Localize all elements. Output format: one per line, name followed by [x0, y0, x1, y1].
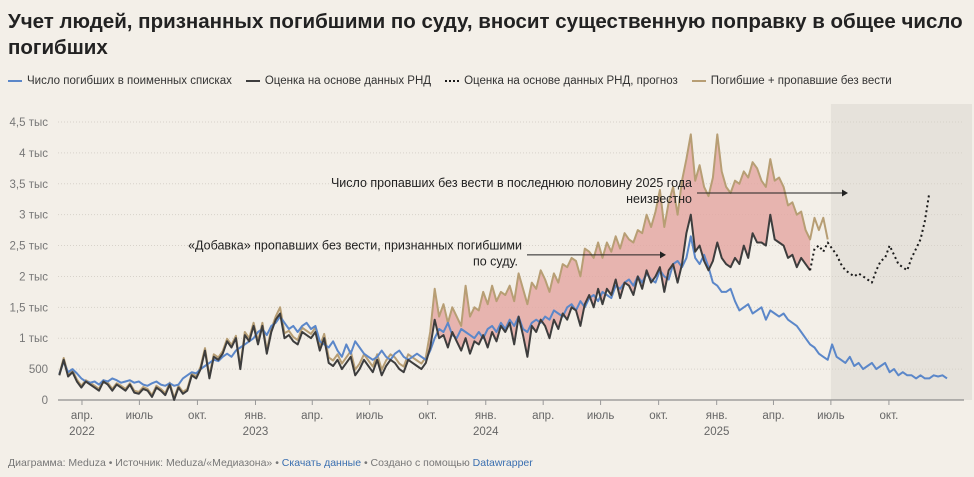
annotation-addition-line2: по суду.	[473, 255, 518, 269]
annotation-addition-line1: «Добавка» пропавших без вести, признанны…	[188, 239, 522, 253]
y-tick-label: 4,5 тыс	[10, 117, 49, 129]
x-tick-label: июль	[587, 410, 615, 422]
forecast-shaded-region	[830, 104, 972, 400]
x-tick-label: июль	[356, 410, 384, 422]
legend-item-dead-plus-missing: Погибшие + пропавшие без вести	[691, 75, 892, 87]
x-tick-label: июль	[817, 410, 845, 422]
missing-addition-area	[425, 134, 811, 363]
legend-item-rnd-forecast: Оценка на основе данных РНД, прогноз	[445, 75, 678, 87]
x-tick-label: окт.	[880, 410, 899, 422]
y-tick-label: 3,5 тыс	[10, 179, 49, 191]
x-year-label: 2025	[704, 426, 730, 438]
y-tick-label: 0	[42, 395, 48, 407]
x-year-label: 2022	[69, 426, 95, 438]
legend-label: Оценка на основе данных РНД	[264, 75, 432, 87]
legend-item-rnd-estimate: Оценка на основе данных РНД	[245, 75, 432, 87]
x-tick-label: апр.	[532, 410, 554, 422]
legend-swatch-dark	[245, 80, 260, 82]
legend-swatch-dotted	[445, 80, 460, 82]
legend-label: Оценка на основе данных РНД, прогноз	[464, 75, 678, 87]
x-tick-label: апр.	[762, 410, 784, 422]
annotation-arrow-head	[842, 189, 848, 197]
annotation-arrow-head	[660, 251, 666, 259]
series-line-rnd-forecast	[809, 192, 931, 284]
x-tick-label: июль	[126, 410, 154, 422]
x-year-label: 2024	[473, 426, 499, 438]
legend-item-named-lists: Число погибших в поименных списках	[8, 75, 232, 87]
footer-created: • Создано с помощью	[363, 457, 470, 469]
series-line-dead-plus-missing	[58, 133, 829, 400]
footer: Диаграмма: Meduza • Источник: Meduza/«Ме…	[8, 457, 533, 469]
legend-label: Погибшие + пропавшие без вести	[710, 75, 892, 87]
x-year-label: 2023	[243, 426, 269, 438]
legend-swatch-blue	[8, 80, 22, 82]
y-tick-label: 4 тыс	[19, 148, 48, 160]
y-tick-label: 1,5 тыс	[10, 302, 49, 314]
y-tick-label: 3 тыс	[19, 210, 48, 222]
annotation-missing-line1: Число пропавших без вести в последнюю по…	[331, 176, 692, 190]
line-chart: 0 500 1 тыс 1,5 тыс 2 тыс 2,5 тыс 3 тыс 3,5 тыс…	[10, 104, 972, 438]
x-tick-label: янв.	[245, 410, 267, 422]
legend-swatch-tan	[691, 80, 706, 82]
x-tick-label: янв.	[475, 410, 497, 422]
download-data-link[interactable]: Скачать данные	[281, 457, 362, 469]
footer-source: Диаграмма: Meduza • Источник: Meduza/«Ме…	[8, 457, 279, 469]
series-line-rnd-estimate	[58, 213, 811, 401]
y-tick-label: 2 тыс	[19, 271, 48, 283]
legend: Число погибших в поименных списках Оценк…	[8, 75, 892, 87]
legend-label: Число погибших в поименных списках	[27, 75, 232, 87]
x-tick-label: янв.	[706, 410, 728, 422]
x-tick-label: окт.	[649, 410, 668, 422]
x-tick-label: окт.	[188, 410, 207, 422]
chart-title: Учет людей, признанных погибшими по суду…	[8, 10, 963, 59]
annotation-missing-line2: неизвестно	[626, 192, 692, 206]
y-tick-label: 1 тыс	[19, 333, 48, 345]
x-tick-label: апр.	[71, 410, 93, 422]
y-tick-label: 2,5 тыс	[10, 241, 49, 253]
x-tick-label: окт.	[418, 410, 437, 422]
x-tick-label: апр.	[301, 410, 323, 422]
datawrapper-link[interactable]: Datawrapper	[472, 457, 533, 469]
y-tick-label: 500	[29, 364, 48, 376]
